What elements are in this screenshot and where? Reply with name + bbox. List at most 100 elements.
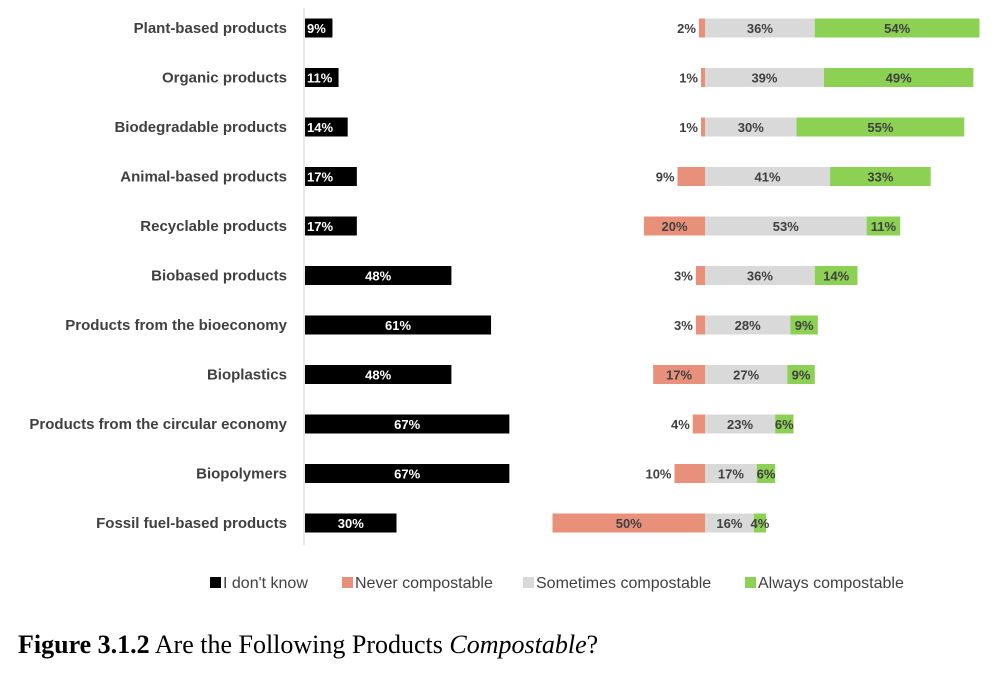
bar-dont-know-animal-based-products bbox=[305, 167, 357, 186]
category-label-products-from-the-circular-economy: Products from the circular economy bbox=[29, 416, 287, 433]
label-dont-know-biodegradable-products: 14% bbox=[307, 120, 333, 135]
bar-dont-know-recyclable-products bbox=[305, 216, 357, 236]
label-always-bioplastics: 9% bbox=[792, 368, 811, 383]
bar-never-products-from-the-bioeconomy bbox=[695, 315, 705, 335]
legend-label-never-compostable: Never compostable bbox=[355, 575, 493, 592]
bar-sometimes-products-from-the-circular-economy bbox=[705, 414, 776, 434]
label-always-biobased-products: 14% bbox=[823, 269, 849, 284]
bar-always-plant-based-products bbox=[814, 18, 980, 38]
label-dont-know-biobased-products: 48% bbox=[365, 269, 391, 284]
bar-never-organic-products bbox=[701, 68, 705, 87]
category-label-biodegradable-products: Biodegradable products bbox=[114, 119, 287, 136]
label-always-organic-products: 49% bbox=[886, 71, 912, 86]
label-dont-know-organic-products: 11% bbox=[307, 71, 333, 86]
bar-dont-know-bioplastics bbox=[305, 365, 452, 384]
label-always-plant-based-products: 54% bbox=[884, 21, 910, 36]
label-sometimes-animal-based-products: 41% bbox=[755, 170, 781, 185]
label-sometimes-biodegradable-products: 30% bbox=[738, 120, 764, 135]
label-always-biopolymers: 6% bbox=[757, 467, 776, 482]
bar-dont-know-products-from-the-bioeconomy bbox=[305, 315, 492, 335]
chart: Plant-based products Organic products Biod… bbox=[29, 8, 980, 592]
bar-sometimes-biobased-products bbox=[705, 266, 815, 285]
label-sometimes-biopolymers: 17% bbox=[718, 467, 744, 482]
label-never-products-from-the-circular-economy: 4% bbox=[671, 417, 690, 432]
compostable-bars: 2% 36% 54% 1% 39% 49% 1% 30% 55% 9% 41% 33% 20% 53% 11… bbox=[552, 18, 980, 533]
category-label-bioplastics: Bioplastics bbox=[207, 367, 287, 384]
legend-swatch-never-compostable bbox=[342, 577, 353, 588]
category-labels: Plant-based products Organic products Biod… bbox=[29, 20, 287, 532]
label-never-organic-products: 1% bbox=[679, 71, 698, 86]
bar-always-bioplastics bbox=[787, 365, 815, 384]
label-dont-know-products-from-the-circular-economy: 67% bbox=[394, 417, 420, 432]
label-dont-know-biopolymers: 67% bbox=[394, 467, 420, 482]
bar-sometimes-products-from-the-bioeconomy bbox=[705, 315, 791, 335]
bar-never-fossil-fuel-based-products bbox=[552, 513, 705, 533]
label-sometimes-bioplastics: 27% bbox=[733, 368, 759, 383]
category-label-animal-based-products: Animal-based products bbox=[120, 169, 287, 186]
label-never-plant-based-products: 2% bbox=[677, 21, 696, 36]
legend-label-sometimes-compostable: Sometimes compostable bbox=[536, 575, 711, 592]
label-sometimes-biobased-products: 36% bbox=[747, 269, 773, 284]
label-always-recyclable-products: 11% bbox=[871, 219, 897, 234]
label-dont-know-products-from-the-bioeconomy: 61% bbox=[385, 318, 411, 333]
bar-never-biodegradable-products bbox=[701, 117, 705, 137]
bar-never-biopolymers bbox=[674, 464, 705, 483]
dont-know-bars: 9% 11% 14% 17% 17% 48% 61% 48% 67% 67% 30% bbox=[305, 18, 510, 533]
label-never-recyclable-products: 20% bbox=[661, 219, 687, 234]
category-label-biobased-products: Biobased products bbox=[151, 268, 287, 285]
caption-text: Are the Following Products bbox=[149, 630, 450, 659]
bar-never-animal-based-products bbox=[677, 167, 705, 186]
bar-always-biopolymers bbox=[756, 464, 776, 483]
bar-dont-know-fossil-fuel-based-products bbox=[305, 513, 397, 533]
bar-sometimes-fossil-fuel-based-products bbox=[705, 513, 754, 533]
legend-label-i-don-t-know: I don't know bbox=[223, 575, 308, 592]
label-never-fossil-fuel-based-products: 50% bbox=[616, 516, 642, 531]
bar-sometimes-biopolymers bbox=[705, 464, 757, 483]
label-dont-know-plant-based-products: 9% bbox=[307, 21, 326, 36]
bar-dont-know-biobased-products bbox=[305, 266, 452, 285]
bar-sometimes-animal-based-products bbox=[705, 167, 831, 186]
category-label-fossil-fuel-based-products: Fossil fuel-based products bbox=[96, 515, 287, 532]
bar-never-biobased-products bbox=[695, 266, 705, 285]
bar-dont-know-biopolymers bbox=[305, 464, 510, 483]
label-sometimes-organic-products: 39% bbox=[751, 71, 777, 86]
legend: I don't know Never compostable Sometimes c… bbox=[210, 575, 904, 592]
label-sometimes-fossil-fuel-based-products: 16% bbox=[716, 516, 742, 531]
label-never-products-from-the-bioeconomy: 3% bbox=[674, 318, 693, 333]
bar-always-animal-based-products bbox=[830, 167, 931, 186]
bar-sometimes-organic-products bbox=[705, 68, 824, 87]
category-label-products-from-the-bioeconomy: Products from the bioeconomy bbox=[65, 317, 287, 334]
label-never-biobased-products: 3% bbox=[674, 269, 693, 284]
bar-dont-know-biodegradable-products bbox=[305, 117, 348, 137]
bar-dont-know-products-from-the-circular-economy bbox=[305, 414, 510, 434]
bar-dont-know-plant-based-products bbox=[305, 18, 333, 38]
bar-sometimes-biodegradable-products bbox=[705, 117, 797, 137]
label-dont-know-animal-based-products: 17% bbox=[307, 170, 333, 185]
figure-number: Figure 3.1.2 bbox=[18, 630, 150, 659]
label-sometimes-plant-based-products: 36% bbox=[747, 21, 773, 36]
label-always-animal-based-products: 33% bbox=[867, 170, 893, 185]
label-dont-know-fossil-fuel-based-products: 30% bbox=[338, 516, 364, 531]
bar-sometimes-recyclable-products bbox=[705, 216, 867, 236]
label-always-products-from-the-bioeconomy: 9% bbox=[795, 318, 814, 333]
bar-always-biodegradable-products bbox=[796, 117, 965, 137]
bar-always-recyclable-products bbox=[866, 216, 901, 236]
label-sometimes-products-from-the-bioeconomy: 28% bbox=[735, 318, 761, 333]
bar-always-products-from-the-bioeconomy bbox=[790, 315, 818, 335]
label-never-biopolymers: 10% bbox=[645, 467, 671, 482]
legend-swatch-i-don-t-know bbox=[210, 577, 221, 588]
bar-never-products-from-the-circular-economy bbox=[692, 414, 705, 434]
caption-end: ? bbox=[586, 630, 599, 659]
bar-never-bioplastics bbox=[653, 365, 705, 384]
category-label-recyclable-products: Recyclable products bbox=[140, 218, 287, 235]
bar-never-plant-based-products bbox=[698, 18, 705, 38]
label-sometimes-products-from-the-circular-economy: 23% bbox=[727, 417, 753, 432]
label-never-animal-based-products: 9% bbox=[656, 170, 675, 185]
bar-always-products-from-the-circular-economy bbox=[775, 414, 794, 434]
legend-label-always-compostable: Always compostable bbox=[758, 575, 904, 592]
category-label-organic-products: Organic products bbox=[162, 70, 287, 87]
category-label-plant-based-products: Plant-based products bbox=[134, 20, 287, 37]
bar-always-biobased-products bbox=[814, 266, 858, 285]
label-always-products-from-the-circular-economy: 6% bbox=[775, 417, 794, 432]
bar-always-fossil-fuel-based-products bbox=[753, 513, 766, 533]
